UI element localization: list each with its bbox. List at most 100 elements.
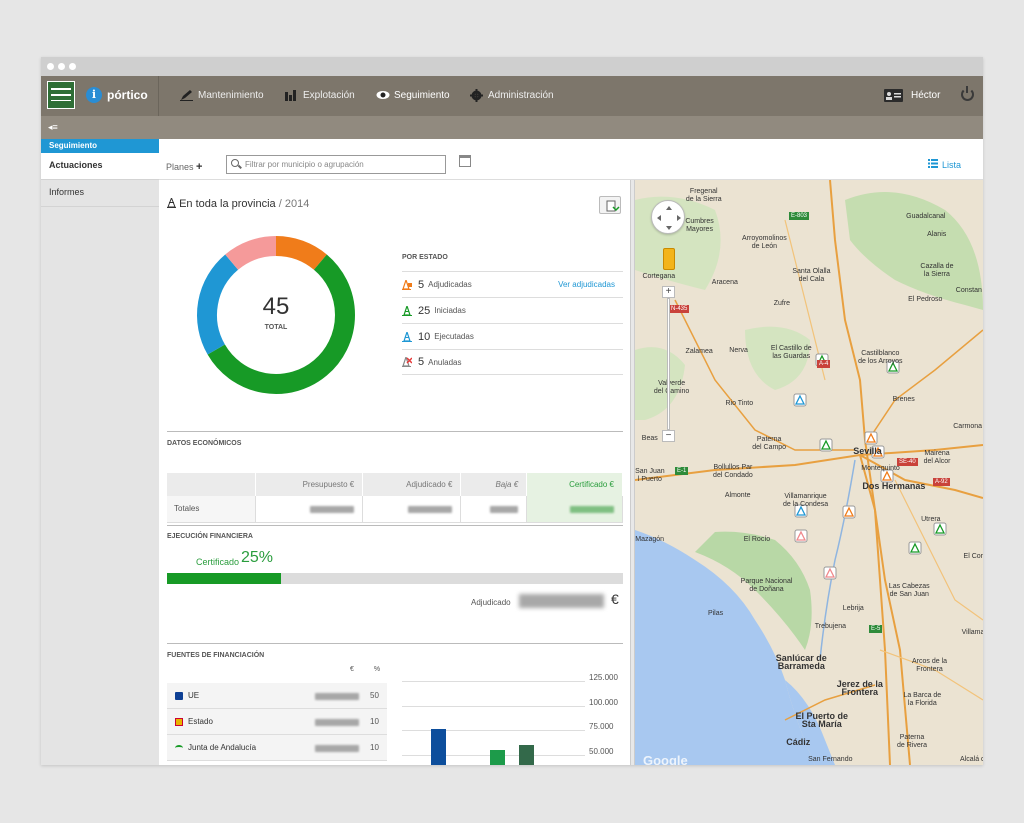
window-titlebar: [41, 57, 983, 76]
top-navigation: i pórtico Mantenimiento Explotación Segu…: [41, 76, 983, 116]
calendar-icon[interactable]: [459, 155, 471, 167]
certificado-percentage: 25%: [241, 549, 274, 566]
download-button[interactable]: [599, 196, 621, 214]
fuente-row-estado[interactable]: Estado 10: [167, 709, 387, 735]
estado-row-adjudicadas[interactable]: 5 Adjudicadas Ver adjudicadas: [402, 271, 623, 297]
toolbar: Planes + Filtrar por municipio o agrupac…: [159, 139, 983, 180]
map-place-label: Aracena: [711, 279, 738, 286]
nav-seguimiento[interactable]: Seguimiento: [376, 89, 450, 101]
iniciada-cone-icon: [402, 303, 412, 316]
eu-flag-icon: [175, 691, 183, 700]
map-place-label: Lebrija: [842, 605, 864, 612]
map-place-label: Dos Hermanas: [862, 481, 926, 491]
nav-label: Mantenimiento: [198, 89, 264, 101]
map-place-label: Rio Tinto: [725, 400, 754, 407]
map-place-label: Santa Olalla del Cala: [792, 268, 831, 283]
map-place-label: Fregenal de la Sierra: [685, 188, 722, 203]
brand-name: pórtico: [107, 88, 148, 102]
download-icon: [606, 200, 620, 212]
window-dot-icon[interactable]: [58, 63, 65, 70]
cone-marker-icon: [865, 432, 877, 443]
brand[interactable]: i pórtico: [86, 87, 148, 103]
spain-crest-icon: [175, 717, 183, 726]
panel-splitter[interactable]: [630, 180, 635, 765]
power-icon[interactable]: [961, 86, 974, 101]
donut-slice-anuladas[interactable]: [225, 236, 277, 271]
user-menu[interactable]: Héctor: [884, 89, 940, 102]
map-place-label: Castilblanco de los Arroyos: [858, 350, 903, 365]
window-dot-icon[interactable]: [69, 63, 76, 70]
nav-mantenimiento[interactable]: Mantenimiento: [180, 89, 264, 101]
user-name: Héctor: [911, 90, 941, 101]
nav-explotacion[interactable]: Explotación: [285, 89, 355, 101]
donut-slice-ejecutadas[interactable]: [197, 254, 239, 355]
sidebar-item-informes[interactable]: Informes: [41, 180, 159, 207]
estado-row-iniciadas[interactable]: 25 Iniciadas: [402, 297, 623, 323]
estado-row-anuladas[interactable]: 5 Anuladas: [402, 349, 623, 375]
chart-bar[interactable]: [431, 729, 446, 765]
row-label: Totales: [167, 496, 256, 523]
collapse-sidebar-icon[interactable]: ◂≡: [48, 122, 58, 132]
fuente-row-junta[interactable]: Junta de Andalucía 10: [167, 735, 387, 761]
search-icon: [231, 159, 239, 167]
donut-slice-adjudicadas[interactable]: [275, 236, 327, 271]
nav-administracion[interactable]: Administración: [470, 89, 554, 102]
map-place-label: Constan: [955, 287, 982, 294]
estado-count: 25: [418, 304, 431, 317]
cone-icon: [167, 196, 176, 211]
map-place-label: Cazalla de la Sierra: [920, 263, 954, 278]
cone-marker-icon: [795, 505, 807, 516]
google-logo: Google: [643, 753, 688, 765]
chart-bar[interactable]: [519, 745, 534, 765]
fuente-amount: [315, 693, 359, 700]
map-place-label: Beas: [641, 435, 658, 442]
y-tick-label: 50.000: [589, 747, 614, 757]
estado-list: 5 Adjudicadas Ver adjudicadas 25 Iniciad…: [402, 271, 623, 375]
map-place-label: Villamart: [961, 629, 983, 636]
road-shield-label: E-5: [869, 625, 883, 633]
map-place-label: Mairena del Alcor: [923, 450, 951, 465]
map-pan-control[interactable]: [651, 200, 685, 234]
ver-adjudicadas-link[interactable]: Ver adjudicadas: [558, 280, 615, 289]
list-view-button[interactable]: Lista: [928, 159, 961, 170]
main-panel: En toda la provincia / 2014 45 TOTAL POR…: [159, 180, 631, 765]
fuente-row-ue[interactable]: UE 50: [167, 683, 387, 709]
search-placeholder: Filtrar por municipio o agrupación: [245, 160, 364, 169]
planes-menu[interactable]: Planes +: [166, 161, 202, 173]
map-place-label: El Pedroso: [908, 296, 943, 303]
map-place-label: Almonte: [724, 492, 751, 499]
map-place-label: Sanlúcar de Barrameda: [775, 653, 827, 671]
chart-bar[interactable]: [490, 750, 505, 765]
street-view-pegman-icon[interactable]: [663, 248, 675, 270]
map-place-label: El Castillo de las Guardas: [770, 345, 812, 360]
zoom-in-button[interactable]: +: [662, 286, 675, 298]
add-icon[interactable]: +: [196, 161, 203, 173]
adjudicado-value: [362, 496, 462, 523]
road-shield-label: SE-40: [897, 458, 918, 466]
fuente-amount: [315, 745, 359, 752]
map-place-label: Bollullos Par del Condado: [713, 464, 753, 479]
map-place-label: Las Cabezas de San Juan: [888, 583, 930, 598]
col-pct: %: [373, 666, 381, 673]
euro-symbol: €: [611, 591, 619, 607]
cone-marker-icon: [887, 361, 899, 372]
window-dot-icon[interactable]: [47, 63, 54, 70]
map-place-label: Utrera: [921, 516, 941, 523]
economicos-table: Presupuesto € Adjudicado € Baja € Certif…: [167, 473, 623, 523]
estado-row-ejecutadas[interactable]: 10 Ejecutadas: [402, 323, 623, 349]
donut-slice-iniciadas[interactable]: [207, 254, 355, 394]
sidebar-item-actuaciones[interactable]: Actuaciones: [41, 153, 159, 180]
estado-label: Iniciadas: [434, 306, 466, 315]
diputacion-logo: [47, 81, 75, 109]
list-icon: [928, 159, 938, 170]
zoom-slider[interactable]: [667, 298, 670, 430]
map-place-label: Alcalá d: [960, 756, 983, 763]
planes-label: Planes: [166, 162, 194, 172]
map-panel[interactable]: Fregenal de la Sierra Cumbres Mayores Arroyo…: [635, 180, 983, 765]
search-input[interactable]: Filtrar por municipio o agrupación: [226, 155, 446, 174]
cone-marker-icon: [820, 439, 832, 450]
zoom-out-button[interactable]: −: [662, 430, 675, 442]
road-shield-label: E-803: [789, 212, 810, 220]
estado-donut-chart: [197, 236, 355, 394]
map-place-label: Pilas: [707, 610, 724, 617]
